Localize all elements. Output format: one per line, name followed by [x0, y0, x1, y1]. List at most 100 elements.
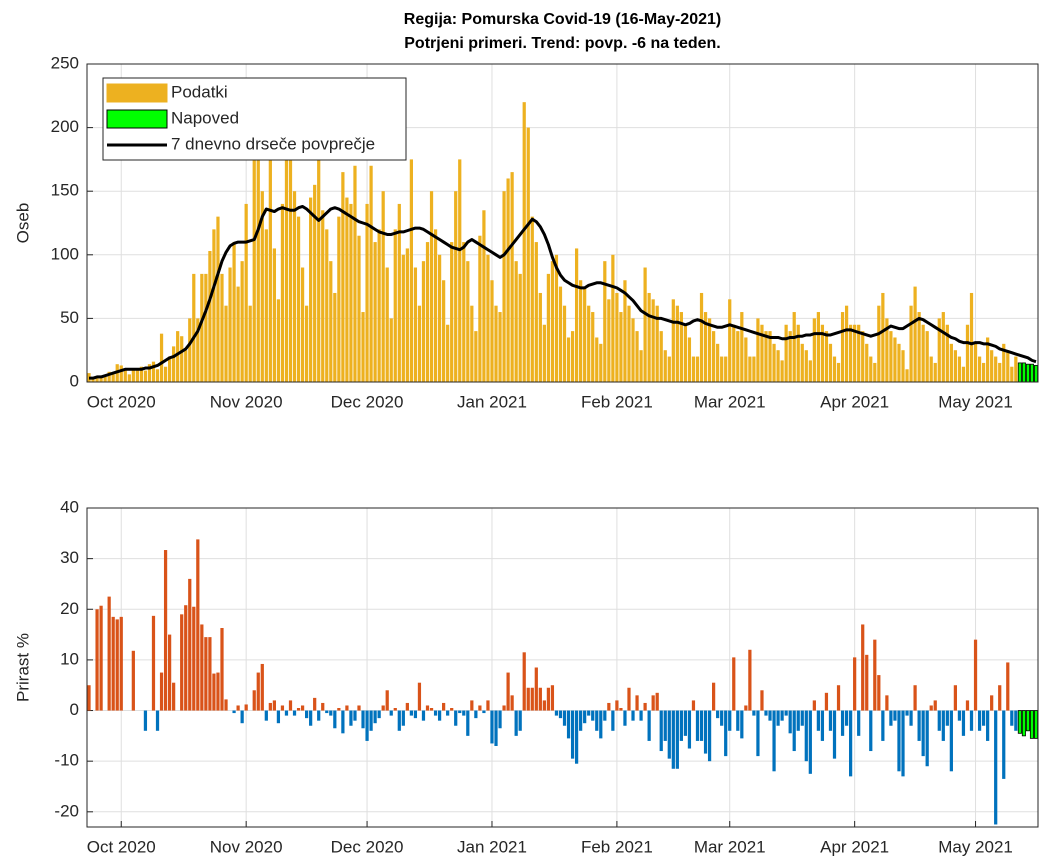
bar: [998, 362, 1002, 382]
bar: [546, 273, 551, 382]
bar: [421, 261, 426, 382]
bar: [317, 159, 321, 382]
bar: [716, 710, 720, 719]
bar: [724, 710, 728, 757]
bar: [720, 356, 724, 382]
bar: [695, 356, 700, 382]
legend-label: Napoved: [171, 108, 239, 127]
bar: [389, 710, 393, 716]
bar: [849, 710, 853, 777]
bar: [192, 273, 196, 382]
bar: [329, 710, 333, 716]
bar: [603, 261, 607, 382]
bar: [345, 705, 349, 711]
bar: [321, 702, 325, 711]
y-tick-label: 0: [70, 371, 79, 390]
bar: [155, 369, 160, 382]
bar: [405, 702, 409, 711]
bar: [421, 710, 426, 721]
bar: [252, 159, 256, 382]
bar: [800, 343, 804, 382]
bar: [832, 710, 837, 759]
bar: [349, 203, 353, 382]
bar: [583, 710, 587, 724]
bar: [180, 614, 184, 711]
bar: [949, 710, 953, 772]
bar: [937, 318, 941, 382]
bar: [313, 697, 317, 711]
bar: [812, 318, 816, 382]
bar: [425, 242, 430, 382]
bar: [123, 369, 127, 382]
bar: [385, 267, 389, 382]
bar: [973, 343, 978, 382]
bar: [933, 700, 937, 711]
bar: [764, 331, 768, 382]
bar: [498, 710, 502, 729]
bar: [981, 362, 986, 382]
bar: [740, 312, 744, 382]
bar: [119, 616, 123, 711]
bar: [393, 708, 397, 711]
x-tick-label: Jan 2021: [457, 392, 527, 411]
bar: [865, 654, 869, 711]
bar: [526, 687, 530, 711]
bar: [728, 710, 732, 731]
x-tick-label: Oct 2020: [87, 392, 156, 411]
bar: [1002, 343, 1006, 382]
bar: [728, 299, 732, 382]
bar: [836, 362, 841, 382]
bar: [889, 710, 893, 726]
bar: [155, 710, 160, 731]
bar: [756, 318, 760, 382]
bar: [820, 710, 825, 741]
bar: [949, 343, 953, 382]
bar: [607, 299, 611, 382]
bar: [679, 710, 683, 741]
bar: [683, 324, 688, 382]
bar: [135, 368, 139, 382]
bar: [740, 710, 744, 739]
bar: [969, 292, 974, 382]
bar: [945, 324, 949, 382]
bar: [337, 216, 341, 382]
bar: [1021, 362, 1026, 383]
bar: [869, 710, 873, 752]
bar: [873, 362, 877, 382]
bar: [280, 705, 285, 711]
bar: [333, 710, 337, 729]
bar: [699, 710, 704, 741]
bar: [163, 550, 168, 711]
y-tick-label: 30: [60, 548, 79, 567]
bar: [95, 609, 99, 711]
y-tick-label: 10: [60, 649, 79, 668]
bar: [772, 710, 776, 772]
bar: [482, 210, 486, 382]
bar: [224, 699, 228, 711]
bar: [994, 710, 998, 825]
bar: [885, 318, 889, 382]
bar: [522, 652, 526, 711]
bar: [953, 350, 958, 382]
bar: [365, 203, 369, 382]
x-tick-label: Nov 2020: [210, 392, 283, 411]
y-tick-label: 250: [51, 53, 79, 72]
bar: [861, 331, 865, 382]
bar: [816, 710, 820, 731]
bar: [470, 700, 474, 711]
bar: [369, 710, 373, 731]
bar: [812, 700, 816, 711]
bar: [429, 708, 434, 711]
y-tick-label: 100: [51, 244, 79, 263]
bar: [272, 700, 276, 711]
bar: [478, 705, 482, 711]
bar: [208, 250, 212, 382]
bar: [208, 637, 212, 711]
bar: [550, 685, 555, 711]
bar: [595, 337, 599, 382]
bar: [268, 702, 272, 711]
bar: [244, 203, 248, 382]
bar: [977, 710, 982, 731]
bar: [216, 672, 220, 711]
bar: [337, 708, 341, 711]
